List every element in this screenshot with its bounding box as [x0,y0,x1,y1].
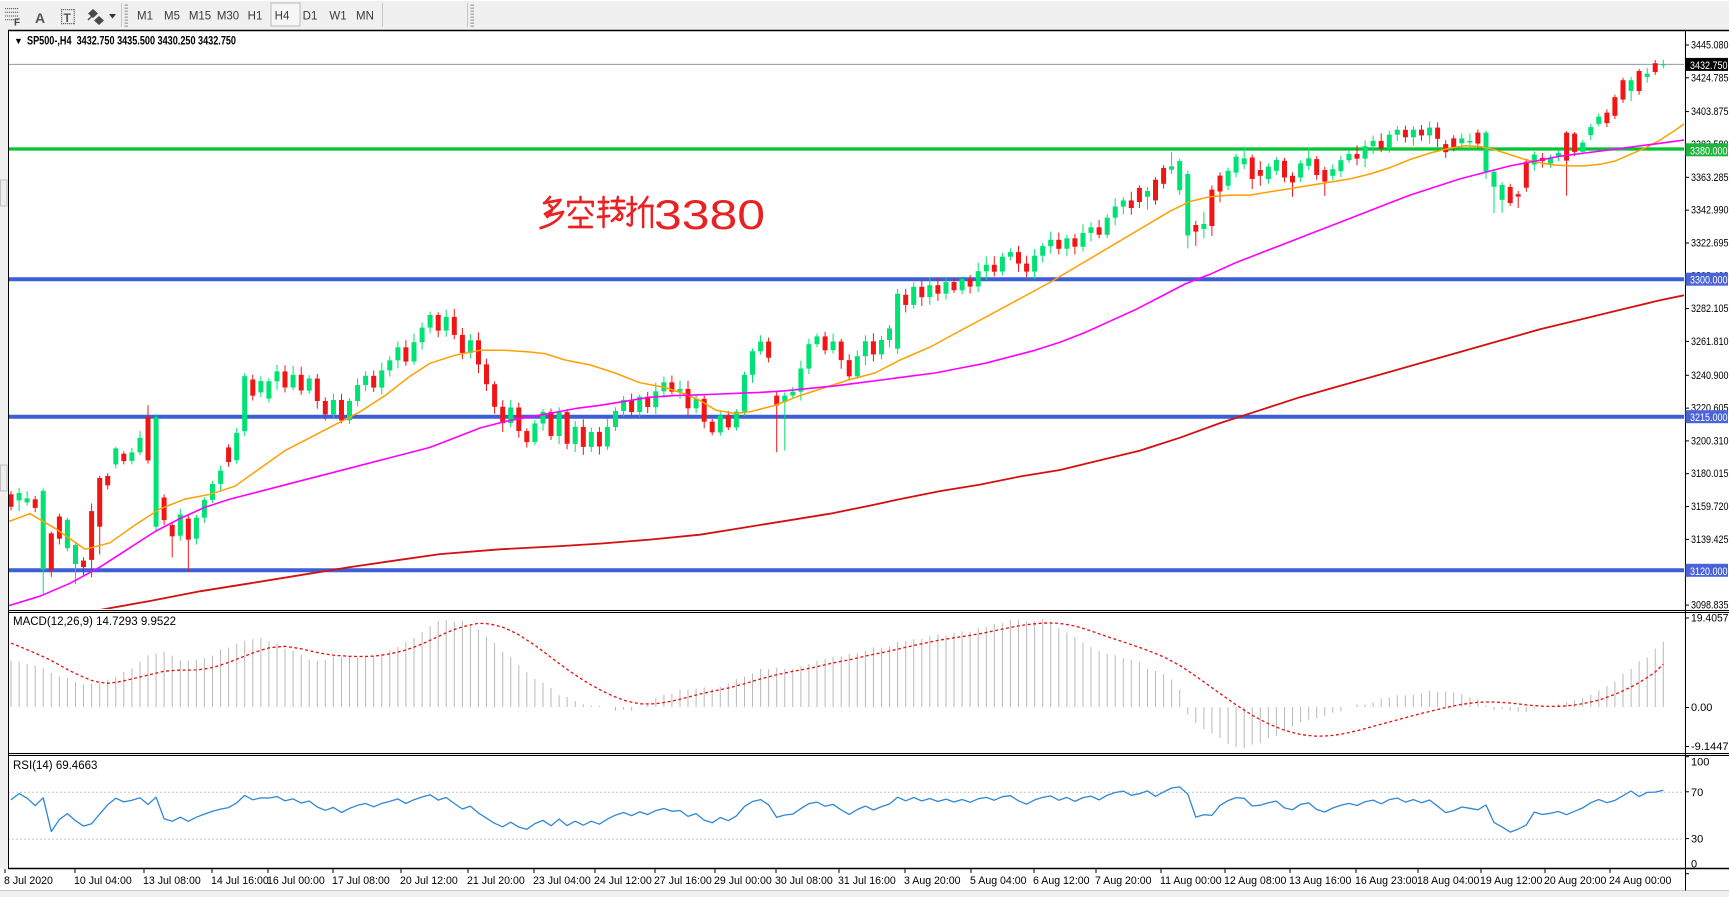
svg-text:3363.285: 3363.285 [1691,172,1729,184]
svg-text:SP500-,H4 3432.750 3435.500 3: SP500-,H4 3432.750 3435.500 3430.250 343… [27,36,236,48]
svg-text:-9.1447: -9.1447 [1691,741,1729,753]
svg-text:21 Jul 20:00: 21 Jul 20:00 [467,875,525,887]
svg-text:T: T [64,11,72,25]
svg-text:16 Jul 00:00: 16 Jul 00:00 [267,875,325,887]
svg-text:3300.000: 3300.000 [1690,275,1728,287]
svg-text:12 Aug 08:00: 12 Aug 08:00 [1224,875,1287,887]
svg-text:MN: MN [356,11,374,23]
svg-text:29 Jul 00:00: 29 Jul 00:00 [714,875,772,887]
svg-text:24 Aug 00:00: 24 Aug 00:00 [1609,875,1672,887]
svg-text:17 Jul 08:00: 17 Jul 08:00 [332,875,390,887]
svg-text:A: A [35,10,45,26]
svg-text:M15: M15 [189,11,211,23]
svg-text:100: 100 [1691,757,1709,769]
svg-text:16 Aug 23:00: 16 Aug 23:00 [1355,875,1418,887]
svg-text:3139.425: 3139.425 [1691,534,1729,546]
svg-text:20 Jul 12:00: 20 Jul 12:00 [400,875,458,887]
svg-text:19 Aug 12:00: 19 Aug 12:00 [1480,875,1543,887]
svg-text:70: 70 [1691,787,1703,799]
svg-text:H1: H1 [248,11,263,23]
svg-text:3120.000: 3120.000 [1690,566,1728,578]
svg-text:3322.695: 3322.695 [1691,238,1729,250]
svg-text:3 Aug 20:00: 3 Aug 20:00 [904,875,961,887]
svg-text:MACD(12,26,9) 14.7293 9.9522: MACD(12,26,9) 14.7293 9.9522 [13,616,176,628]
svg-text:30 Jul 08:00: 30 Jul 08:00 [775,875,833,887]
svg-text:F: F [14,18,20,29]
svg-text:▼: ▼ [14,36,23,46]
svg-text:14 Jul 16:00: 14 Jul 16:00 [211,875,269,887]
svg-text:3445.080: 3445.080 [1691,40,1729,52]
svg-text:D1: D1 [303,11,318,23]
svg-text:31 Jul 16:00: 31 Jul 16:00 [838,875,896,887]
svg-text:3180.015: 3180.015 [1691,468,1729,480]
svg-text:RSI(14) 69.4663: RSI(14) 69.4663 [13,760,97,772]
svg-text:19.4057: 19.4057 [1691,613,1729,625]
svg-text:11 Aug 00:00: 11 Aug 00:00 [1160,875,1222,887]
svg-text:M30: M30 [217,11,239,23]
svg-text:3282.105: 3282.105 [1691,303,1729,315]
svg-text:20 Aug 20:00: 20 Aug 20:00 [1544,875,1607,887]
svg-text:13 Jul 08:00: 13 Jul 08:00 [143,875,201,887]
svg-text:3403.875: 3403.875 [1691,106,1729,118]
svg-text:5 Aug 04:00: 5 Aug 04:00 [970,875,1027,887]
svg-text:3215.000: 3215.000 [1690,412,1728,424]
svg-text:3424.785: 3424.785 [1691,72,1729,84]
svg-text:M1: M1 [137,11,153,23]
svg-text:3261.810: 3261.810 [1691,336,1729,348]
svg-text:3159.720: 3159.720 [1691,501,1729,513]
svg-text:23 Jul 04:00: 23 Jul 04:00 [533,875,591,887]
svg-text:6 Aug 12:00: 6 Aug 12:00 [1033,875,1090,887]
svg-text:0: 0 [1691,858,1697,870]
svg-text:3342.990: 3342.990 [1691,205,1729,217]
svg-text:W1: W1 [329,11,346,23]
svg-text:0.00: 0.00 [1691,702,1712,714]
svg-text:13 Aug 16:00: 13 Aug 16:00 [1289,875,1352,887]
svg-text:10 Jul 04:00: 10 Jul 04:00 [74,875,132,887]
svg-text:18 Aug 04:00: 18 Aug 04:00 [1417,875,1480,887]
svg-text:3098.835: 3098.835 [1691,600,1729,612]
svg-text:3240.900: 3240.900 [1691,370,1729,382]
svg-text:30: 30 [1691,834,1703,846]
svg-text:3380.000: 3380.000 [1690,145,1728,157]
svg-text:3200.310: 3200.310 [1691,435,1729,447]
svg-text:7 Aug 20:00: 7 Aug 20:00 [1095,875,1152,887]
svg-text:8 Jul 2020: 8 Jul 2020 [4,875,53,887]
svg-text:27 Jul 16:00: 27 Jul 16:00 [654,875,712,887]
svg-text:24 Jul 12:00: 24 Jul 12:00 [594,875,652,887]
svg-text:H4: H4 [275,11,290,23]
svg-text:3432.750: 3432.750 [1690,60,1728,72]
svg-text:3380: 3380 [654,191,765,238]
svg-text:M5: M5 [164,11,180,23]
